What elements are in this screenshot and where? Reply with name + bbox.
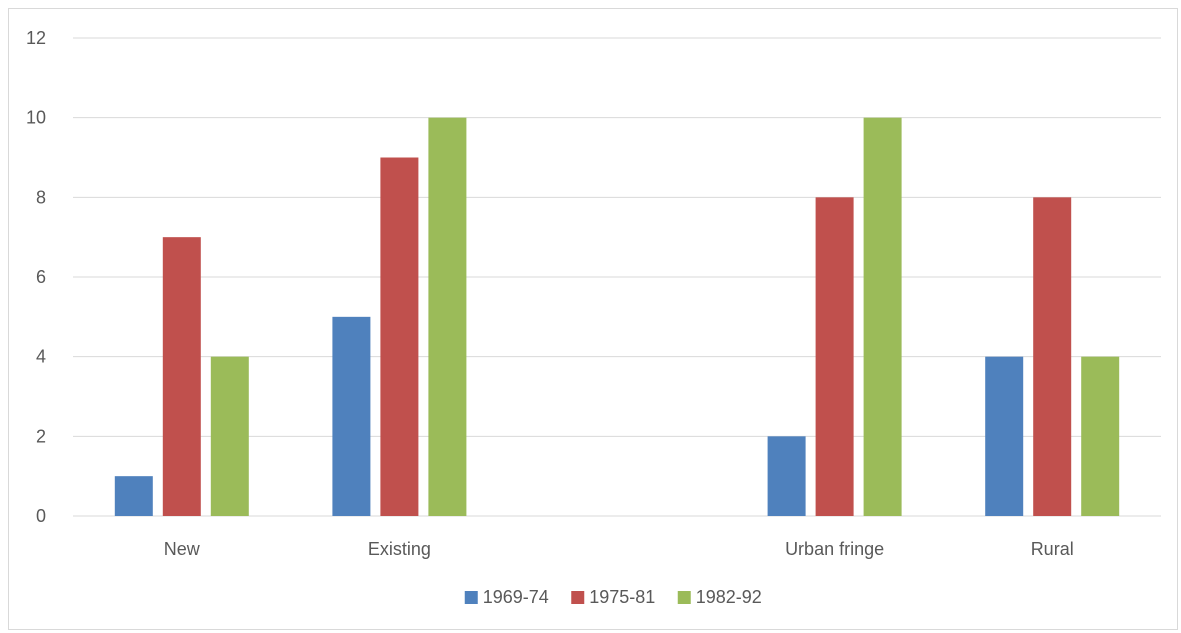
legend-label: 1975-81: [589, 587, 655, 607]
legend-swatch: [464, 591, 478, 604]
y-tick-label: 6: [36, 267, 46, 287]
bar: [210, 356, 249, 516]
legend-label: 1969-74: [483, 587, 549, 607]
legend-swatch: [571, 591, 585, 604]
legend-label: 1982-92: [696, 587, 762, 607]
bar: [863, 117, 902, 517]
y-tick-label: 2: [36, 426, 46, 446]
bar: [428, 117, 467, 517]
chart-frame: [8, 8, 1178, 630]
x-axis-tick-labels: New Existing Urban fringe Rural: [164, 539, 1074, 559]
y-tick-label: 0: [36, 506, 46, 526]
x-tick-label: Existing: [368, 539, 431, 559]
bar: [114, 476, 153, 516]
legend: 1969-74 1975-81 1982-92: [464, 587, 762, 607]
x-tick-label: Rural: [1031, 539, 1074, 559]
bar: [767, 436, 806, 516]
y-tick-label: 4: [36, 347, 46, 367]
x-tick-label: Urban fringe: [785, 539, 884, 559]
y-axis-tick-labels: 0 2 4 6 8 10 12: [26, 28, 46, 526]
bar: [380, 157, 419, 516]
y-tick-label: 12: [26, 28, 46, 48]
y-tick-label: 8: [36, 187, 46, 207]
legend-item: 1975-81: [571, 587, 655, 607]
legend-item: 1969-74: [464, 587, 549, 607]
bar: [815, 197, 854, 517]
bar: [1081, 356, 1120, 516]
y-tick-label: 10: [26, 108, 46, 128]
bar: [985, 356, 1024, 516]
legend-item: 1982-92: [677, 587, 762, 607]
bar: [162, 237, 201, 516]
bars: [114, 117, 1120, 517]
legend-swatch: [677, 591, 691, 604]
x-tick-label: New: [164, 539, 201, 559]
bar: [1033, 197, 1072, 517]
gridlines: [73, 37, 1161, 517]
bar: [332, 316, 371, 516]
